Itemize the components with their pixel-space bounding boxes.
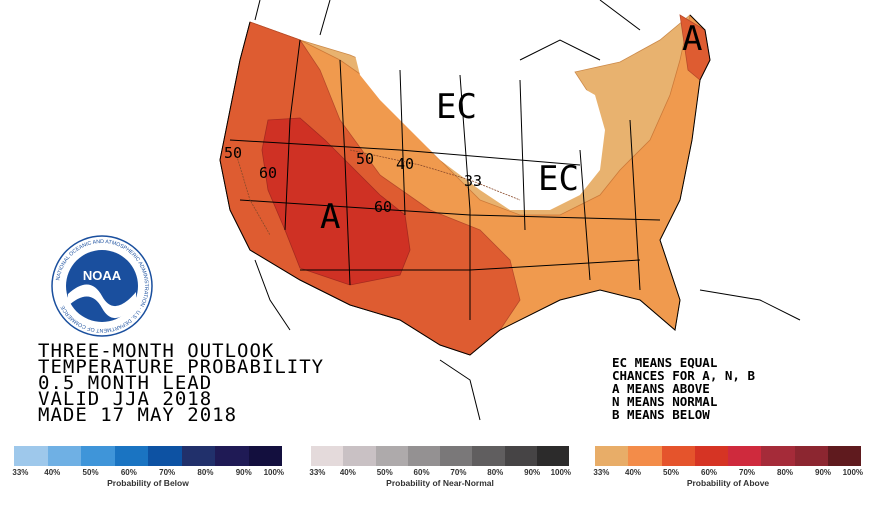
noaa-logo: NOAA NATIONAL OCEANIC AND ATMOSPHERIC AD… <box>51 235 153 337</box>
title-line: MADE 17 MAY 2018 <box>38 404 238 426</box>
scale-tick-label: 50% <box>662 468 680 477</box>
legend-note: EC MEANS EQUAL CHANCES FOR A, N, B A MEA… <box>612 356 755 421</box>
scale-bar <box>311 446 569 466</box>
scale-swatch <box>595 446 629 466</box>
scale-swatch <box>407 446 440 466</box>
title-line: VALID JJA 2018 <box>38 388 213 410</box>
scale-swatch <box>827 446 861 466</box>
scale-swatch <box>14 446 48 466</box>
scale-swatch <box>440 446 473 466</box>
scale-ticks: 33% 40% 50% 60% 70% 80% 90% 100% <box>12 466 285 478</box>
scale-swatch <box>215 446 249 466</box>
scale-swatch <box>81 446 115 466</box>
scale-caption: Probability of Near-Normal <box>386 478 494 488</box>
scale-tick-label: 80% <box>487 468 504 477</box>
contour-label-50-central: 50 <box>356 150 375 168</box>
scale-swatch <box>47 446 81 466</box>
scale-swatch <box>504 446 537 466</box>
region-label-a-northeast: A <box>682 19 703 59</box>
scale-ticks: 33% 40% 50% 60% 70% 80% 90% 100% <box>309 466 572 478</box>
contour-label-50-west: 50 <box>224 144 243 162</box>
scale-tick-label: 33% <box>12 468 29 477</box>
scale-ticks: 33% 40% 50% 60% 70% 80% 90% 100% <box>593 466 864 478</box>
scale-swatch <box>761 446 795 466</box>
legend-note-line: CHANCES FOR A, N, B <box>612 368 755 383</box>
noaa-logo-text: NOAA <box>83 268 122 283</box>
scale-swatch <box>472 446 505 466</box>
scale-swatch <box>248 446 282 466</box>
outlook-title: THREE-MONTH OUTLOOK TEMPERATURE PROBABIL… <box>38 340 325 426</box>
scale-tick-label: 40% <box>339 468 356 477</box>
scale-tick-label: 50% <box>376 468 393 477</box>
scale-tick-label: 60% <box>120 468 137 477</box>
scale-tick-label: 100% <box>263 468 285 477</box>
scale-swatch <box>694 446 728 466</box>
legend-note-line: A MEANS ABOVE <box>612 381 710 396</box>
scale-near-normal: 33% 40% 50% 60% 70% 80% 90% 100% Probability of… <box>309 446 572 496</box>
region-label-ec-north: EC <box>436 87 477 127</box>
scale-swatch <box>114 446 148 466</box>
scale-tick-label: 100% <box>842 468 864 477</box>
scale-tick-label: 60% <box>700 468 718 477</box>
region-label-ec-south: EC <box>538 159 579 199</box>
scale-tick-label: 80% <box>776 468 794 477</box>
scale-swatch <box>794 446 828 466</box>
legend-note-line: EC MEANS EQUAL <box>612 355 718 370</box>
scale-tick-label: 40% <box>44 468 61 477</box>
scale-swatch <box>628 446 662 466</box>
scale-caption: Probability of Above <box>686 478 770 488</box>
scale-swatch <box>343 446 376 466</box>
region-label-a-southwest: A <box>320 197 341 237</box>
title-line: 0.5 MONTH LEAD <box>38 372 213 394</box>
scale-tick-label: 33% <box>593 468 610 477</box>
scale-swatch <box>728 446 762 466</box>
legend-note-line: B MEANS BELOW <box>612 407 710 422</box>
scale-swatch <box>311 446 344 466</box>
scale-tick-label: 70% <box>450 468 467 477</box>
scale-tick-label: 70% <box>159 468 176 477</box>
scale-above: 33% 40% 50% 60% 70% 80% 90% 100% Probability of… <box>593 446 864 496</box>
contour-label-60-central: 60 <box>374 198 393 216</box>
scale-tick-label: 90% <box>814 468 832 477</box>
title-line: TEMPERATURE PROBABILITY <box>38 356 325 378</box>
scale-tick-label: 70% <box>738 468 756 477</box>
scale-tick-label: 60% <box>413 468 430 477</box>
scale-tick-label: 40% <box>624 468 642 477</box>
contour-label-60-west: 60 <box>259 164 278 182</box>
scale-tick-label: 50% <box>82 468 99 477</box>
scale-bar <box>14 446 282 466</box>
above-60-region <box>261 117 411 286</box>
scale-tick-label: 90% <box>524 468 541 477</box>
scale-tick-label: 80% <box>197 468 214 477</box>
ec-region <box>355 55 605 210</box>
scale-swatch <box>148 446 182 466</box>
scale-below: 33% 40% 50% 60% 70% 80% 90% 100% Probability of… <box>12 446 285 496</box>
scale-swatch <box>375 446 408 466</box>
contour-label-33: 33 <box>464 172 483 190</box>
scale-swatch <box>181 446 215 466</box>
legend-note-line: N MEANS NORMAL <box>612 394 718 409</box>
scale-swatch <box>661 446 695 466</box>
scale-tick-label: 100% <box>550 468 572 477</box>
scale-tick-label: 90% <box>235 468 252 477</box>
scale-caption: Probability of Below <box>107 478 189 488</box>
title-line: THREE-MONTH OUTLOOK <box>38 340 275 362</box>
scale-bar <box>595 446 861 466</box>
scale-swatch <box>536 446 569 466</box>
contour-label-40: 40 <box>396 155 415 173</box>
scale-tick-label: 33% <box>309 468 326 477</box>
